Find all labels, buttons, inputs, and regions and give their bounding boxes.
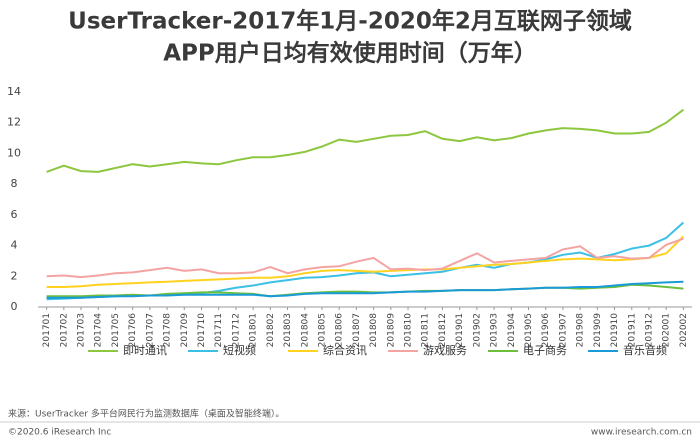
- x-tick-label: 201708: [163, 313, 173, 348]
- x-tick-label: 201804: [300, 313, 310, 348]
- legend-label: 电子商务: [523, 343, 567, 357]
- series-line: [46, 280, 684, 299]
- x-tick-label: 201711: [214, 313, 224, 347]
- x-tick-label: 201705: [111, 313, 121, 347]
- x-tick-label: 201803: [283, 313, 293, 347]
- x-tick-label: 201903: [490, 313, 500, 347]
- series-line: [46, 235, 685, 288]
- legend-label: 即时通讯: [123, 344, 167, 357]
- x-tick-label: 201910: [610, 313, 620, 348]
- legend-label: 游戏服务: [423, 344, 467, 357]
- x-tick-label: 201806: [335, 313, 345, 348]
- x-tick-label: 201805: [317, 313, 327, 347]
- x-tick-label: 201811: [421, 313, 431, 347]
- x-tick-label: 201907: [558, 313, 568, 347]
- y-tick-label: 10: [7, 146, 21, 159]
- x-tick-label: 201807: [352, 313, 362, 347]
- x-tick-label: 201904: [507, 313, 517, 348]
- series-line: [46, 108, 685, 173]
- legend-label: 综合资讯: [323, 343, 367, 357]
- legend-label: 音乐音频: [623, 343, 667, 357]
- x-tick-label: 201909: [593, 313, 603, 348]
- x-tick-label: 201905: [524, 313, 534, 347]
- x-tick-label: 202002: [679, 313, 689, 347]
- y-tick-label: 8: [11, 177, 18, 190]
- x-tick-label: 201908: [576, 313, 586, 348]
- copyright: ©2020.6 iResearch Inc: [8, 428, 111, 438]
- legend-label: 短视频: [223, 343, 256, 357]
- x-tick-label: 201702: [59, 313, 69, 347]
- y-tick-label: 12: [7, 116, 21, 129]
- x-tick-label: 201808: [369, 313, 379, 348]
- x-tick-label: 201703: [77, 313, 87, 347]
- x-tick-label: 201810: [404, 313, 414, 348]
- website: www.iresearch.com.cn: [591, 428, 692, 438]
- chart-title: UserTracker-2017年1月-2020年2月互联网子领域: [68, 8, 632, 35]
- x-tick-label: 201912: [644, 313, 654, 347]
- y-tick-label: 0: [11, 300, 18, 313]
- source-note: 来源：UserTracker 多平台网民行为监测数据库（桌面及智能终端）。: [8, 408, 284, 420]
- x-tick-label: 201710: [197, 313, 207, 348]
- x-tick-label: 201701: [42, 313, 52, 347]
- x-tick-label: 201712: [231, 313, 241, 347]
- x-tick-label: 201906: [541, 313, 551, 348]
- x-tick-label: 201902: [472, 313, 482, 347]
- x-tick-label: 201911: [627, 313, 637, 347]
- series-line: [46, 237, 684, 279]
- x-tick-label: 201802: [266, 313, 276, 347]
- y-tick-label: 14: [7, 85, 21, 98]
- y-tick-label: 2: [11, 269, 18, 282]
- x-tick-label: 201901: [455, 313, 465, 347]
- x-tick-label: 201704: [94, 313, 104, 348]
- x-tick-label: 201801: [249, 313, 259, 347]
- x-tick-label: 201706: [128, 313, 138, 348]
- y-tick-label: 6: [11, 208, 18, 221]
- y-tick-label: 4: [11, 239, 18, 252]
- x-tick-label: 201709: [180, 313, 190, 348]
- chart-title: APP用户日均有效使用时间（万年）: [163, 40, 537, 67]
- x-tick-label: 201809: [386, 313, 396, 348]
- x-tick-label: 201707: [145, 313, 155, 347]
- x-tick-label: 201812: [438, 313, 448, 347]
- x-tick-label: 202001: [662, 313, 672, 347]
